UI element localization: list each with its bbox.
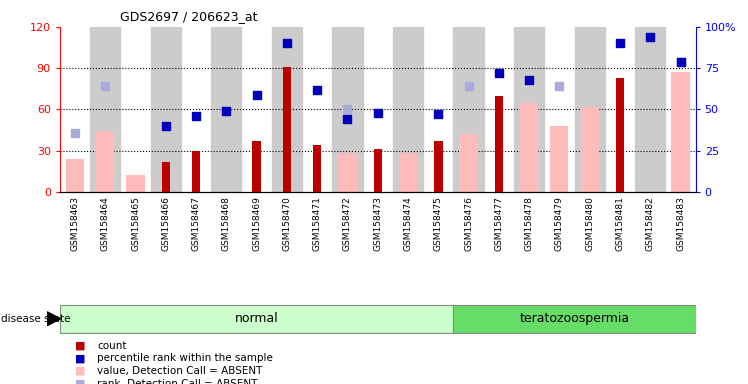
Bar xyxy=(580,107,598,192)
Text: GSM158483: GSM158483 xyxy=(676,196,685,251)
Text: GSM158465: GSM158465 xyxy=(131,196,140,251)
Text: GSM158473: GSM158473 xyxy=(373,196,382,251)
Text: GSM158481: GSM158481 xyxy=(616,196,625,251)
Text: ■: ■ xyxy=(75,341,85,351)
Bar xyxy=(313,145,322,192)
Bar xyxy=(399,154,417,192)
Point xyxy=(69,129,81,136)
Text: GSM158464: GSM158464 xyxy=(101,196,110,251)
Text: GSM158469: GSM158469 xyxy=(252,196,261,251)
Point xyxy=(372,110,384,116)
Bar xyxy=(66,159,84,192)
Text: disease state: disease state xyxy=(1,314,70,324)
Point xyxy=(614,40,626,46)
Bar xyxy=(520,103,539,192)
Point xyxy=(675,58,687,65)
Text: GSM158467: GSM158467 xyxy=(191,196,200,251)
Text: GSM158477: GSM158477 xyxy=(494,196,503,251)
Text: GSM158482: GSM158482 xyxy=(646,196,654,251)
Text: percentile rank within the sample: percentile rank within the sample xyxy=(97,353,273,363)
Point xyxy=(281,40,293,46)
Point xyxy=(160,123,172,129)
Point xyxy=(221,108,233,114)
Polygon shape xyxy=(47,312,61,326)
Text: value, Detection Call = ABSENT: value, Detection Call = ABSENT xyxy=(97,366,263,376)
Text: teratozoospermia: teratozoospermia xyxy=(519,312,630,325)
Text: GSM158470: GSM158470 xyxy=(283,196,292,251)
Bar xyxy=(283,67,291,192)
Bar xyxy=(332,27,363,192)
Text: GSM158466: GSM158466 xyxy=(162,196,171,251)
Point xyxy=(342,106,354,113)
Point xyxy=(554,83,565,89)
Bar xyxy=(574,27,605,192)
Point xyxy=(523,77,535,83)
Bar xyxy=(635,27,666,192)
Bar xyxy=(672,72,690,192)
Text: GSM158480: GSM158480 xyxy=(585,196,594,251)
Bar xyxy=(494,96,503,192)
FancyBboxPatch shape xyxy=(60,305,453,333)
Bar xyxy=(459,134,478,192)
Text: GSM158471: GSM158471 xyxy=(313,196,322,251)
Point xyxy=(493,70,505,76)
Point xyxy=(251,91,263,98)
Point xyxy=(190,113,202,119)
Text: GSM158475: GSM158475 xyxy=(434,196,443,251)
Bar xyxy=(393,27,423,192)
Bar xyxy=(191,151,200,192)
Text: rank, Detection Call = ABSENT: rank, Detection Call = ABSENT xyxy=(97,379,257,384)
Text: ■: ■ xyxy=(75,353,85,363)
Bar xyxy=(150,27,181,192)
Text: GSM158478: GSM158478 xyxy=(524,196,533,251)
Bar xyxy=(453,27,484,192)
Bar xyxy=(96,131,114,192)
Text: GSM158479: GSM158479 xyxy=(555,196,564,251)
Point xyxy=(644,34,656,40)
Text: ■: ■ xyxy=(75,366,85,376)
Bar xyxy=(90,27,120,192)
Text: normal: normal xyxy=(235,312,278,325)
Bar xyxy=(162,162,170,192)
Point xyxy=(675,58,687,65)
Text: GSM158474: GSM158474 xyxy=(403,196,412,251)
Text: GSM158468: GSM158468 xyxy=(222,196,231,251)
Point xyxy=(342,116,354,122)
Bar xyxy=(616,78,624,192)
Text: count: count xyxy=(97,341,126,351)
Point xyxy=(462,83,474,89)
Point xyxy=(432,111,444,118)
Bar xyxy=(551,126,568,192)
FancyBboxPatch shape xyxy=(453,305,696,333)
Point xyxy=(99,83,111,89)
Text: ■: ■ xyxy=(75,379,85,384)
Bar xyxy=(373,149,382,192)
Text: GSM158472: GSM158472 xyxy=(343,196,352,251)
Bar xyxy=(338,154,357,192)
Text: GSM158476: GSM158476 xyxy=(464,196,473,251)
Point xyxy=(311,86,323,93)
Bar xyxy=(272,27,302,192)
Text: GSM158463: GSM158463 xyxy=(70,196,79,251)
Bar xyxy=(211,27,242,192)
Text: GDS2697 / 206623_at: GDS2697 / 206623_at xyxy=(120,10,257,23)
Bar xyxy=(434,141,443,192)
Bar xyxy=(252,141,261,192)
Bar xyxy=(126,175,144,192)
Bar xyxy=(514,27,545,192)
